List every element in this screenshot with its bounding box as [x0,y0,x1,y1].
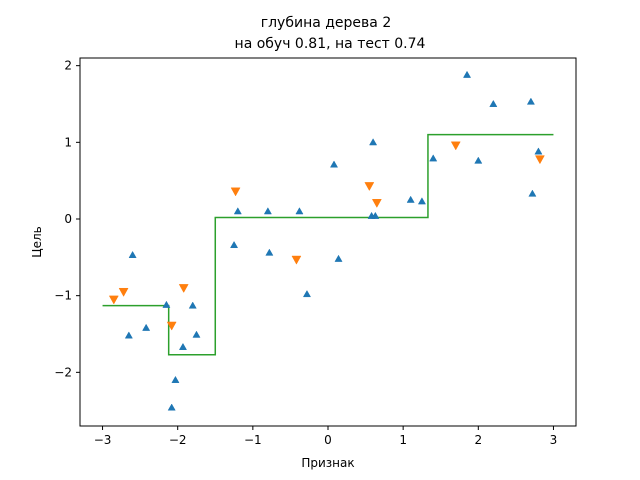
train-point [265,248,274,256]
train-point [233,207,242,215]
chart-title-line2: на обуч 0.81, на тест 0.74 [235,36,426,52]
test-point [230,187,241,197]
prediction-line [102,133,554,356]
train-point [142,323,151,331]
train-point [371,211,380,219]
x-axis-label: Признак [301,456,354,470]
train-point [474,156,483,164]
train-point [462,70,472,78]
train-point [417,197,426,205]
train-point [329,160,339,168]
train-point [528,189,537,197]
plot-area [80,58,576,426]
train-point [171,375,180,383]
y-tick-label: −2 [54,365,72,379]
y-tick-label: 0 [64,212,72,226]
train-point [369,138,378,146]
test-point [108,295,119,305]
train-point [489,99,498,107]
y-axis-label: Цель [30,226,44,257]
train-point [534,147,543,155]
train-point [167,403,176,411]
test-points [108,141,545,331]
x-axis-ticks: −3 −2 −1 0 1 2 3 [94,426,558,447]
train-points [124,70,543,411]
x-tick-label: −1 [244,433,262,447]
train-point [263,207,272,215]
x-tick-label: −3 [94,433,112,447]
test-point [166,321,177,331]
test-point [371,199,382,208]
y-tick-label: 1 [64,135,72,149]
train-point [162,300,171,308]
x-tick-label: 3 [550,433,558,447]
train-point [128,250,137,258]
test-point [178,284,189,294]
train-point [429,154,438,162]
test-point [535,155,545,165]
test-point [450,141,461,151]
y-tick-label: 2 [64,59,72,73]
train-point [230,240,239,249]
train-point [295,207,304,215]
train-point [124,331,133,339]
test-point [118,287,129,297]
x-tick-label: 0 [324,433,332,447]
test-point [291,255,302,265]
y-tick-label: −1 [54,289,72,303]
x-tick-label: 2 [474,433,482,447]
train-point [192,330,201,338]
chart-title-line1: глубина дерева 2 [261,15,391,31]
x-tick-label: 1 [399,433,407,447]
train-point [406,195,415,203]
x-tick-label: −2 [169,433,187,447]
train-point [188,301,197,309]
y-axis-ticks: −2 −1 0 1 2 [54,59,80,379]
prediction-layer [102,133,554,356]
train-point [302,290,311,298]
test-point [364,182,375,192]
train-point [334,254,343,262]
train-point [526,97,535,105]
train-point [178,342,187,350]
